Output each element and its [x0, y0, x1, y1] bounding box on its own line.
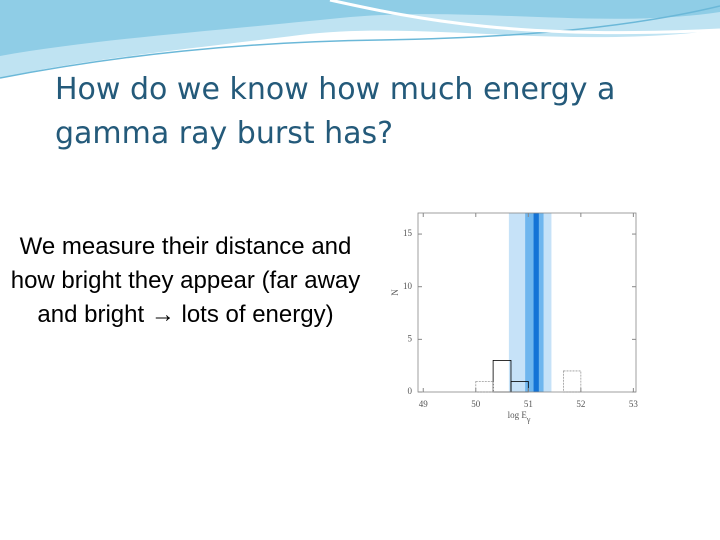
x-axis-label: log Eγ	[508, 410, 531, 424]
x-tick-label: 51	[524, 399, 533, 409]
chart: 49 50 51 52 53 0 5 10 15 log Eγ N	[390, 212, 639, 424]
histogram-bar	[563, 370, 582, 393]
x-tick-label: 53	[629, 399, 639, 409]
x-axis-label-main: log E	[508, 410, 528, 420]
header-wave	[0, 0, 720, 56]
x-tick-label: 52	[576, 399, 585, 409]
x-axis-label-subscript: γ	[526, 415, 531, 424]
y-tick-label: 10	[403, 281, 413, 291]
header-decoration	[0, 0, 720, 79]
x-tick-label: 50	[471, 399, 481, 409]
slide-title: How do we know how much energy a gamma r…	[55, 72, 616, 151]
body-text: We measure their distance and how bright…	[10, 233, 361, 328]
y-tick-label: 15	[403, 228, 413, 238]
y-tick-label: 5	[408, 333, 413, 343]
header-line	[329, 0, 720, 35]
y-tick-label: 0	[408, 386, 413, 396]
y-axis-label: N	[390, 289, 400, 296]
x-tick-label: 49	[419, 399, 429, 409]
header-line	[0, 5, 720, 79]
shaded-band	[533, 213, 539, 392]
plot-frame	[417, 212, 637, 393]
